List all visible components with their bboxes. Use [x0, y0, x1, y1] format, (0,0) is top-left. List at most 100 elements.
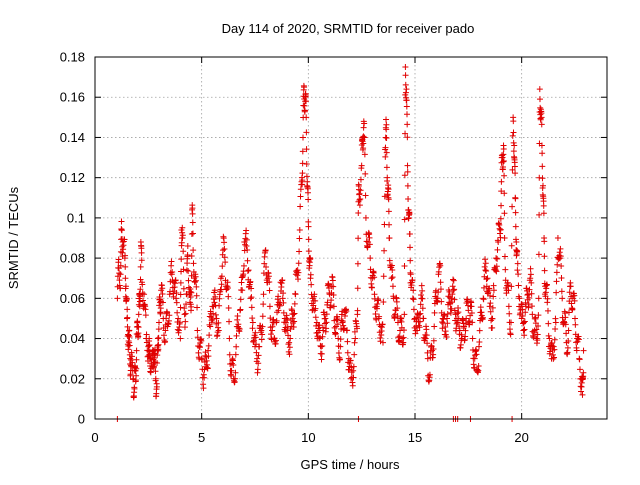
data-point	[167, 269, 174, 276]
data-point	[519, 313, 526, 320]
data-point	[552, 319, 559, 326]
data-point	[188, 289, 195, 296]
data-point	[527, 275, 534, 282]
data-point	[498, 188, 505, 195]
data-point	[337, 336, 344, 343]
data-point	[245, 267, 252, 274]
data-point	[444, 320, 451, 327]
data-point	[295, 276, 302, 283]
data-point	[318, 356, 325, 363]
data-point	[180, 285, 187, 292]
data-point	[483, 268, 490, 275]
data-point	[545, 332, 552, 339]
data-point	[184, 251, 191, 258]
data-point	[303, 98, 310, 105]
data-point	[162, 338, 169, 345]
data-point	[393, 298, 400, 305]
data-point	[121, 236, 128, 243]
data-point	[305, 223, 312, 230]
data-point	[540, 202, 547, 209]
data-point	[327, 302, 334, 309]
data-point	[578, 388, 585, 395]
data-point	[357, 195, 364, 202]
data-point	[189, 210, 196, 217]
data-point	[302, 93, 309, 100]
data-point	[540, 210, 547, 217]
data-point	[154, 342, 161, 349]
data-point	[462, 327, 469, 334]
data-point	[212, 311, 219, 318]
data-point	[305, 236, 312, 243]
data-point	[322, 315, 329, 322]
data-point	[526, 286, 533, 293]
data-point	[133, 356, 140, 363]
data-point	[177, 304, 184, 311]
data-point	[454, 319, 461, 326]
data-point	[175, 315, 182, 322]
data-point	[126, 327, 133, 334]
data-point	[122, 283, 129, 290]
data-point	[312, 314, 319, 321]
data-point	[351, 339, 358, 346]
data-point	[416, 318, 423, 325]
data-point	[538, 121, 545, 128]
data-point	[383, 164, 390, 171]
data-point	[402, 64, 409, 71]
data-point	[515, 282, 522, 289]
data-point	[177, 291, 184, 298]
data-point	[500, 158, 507, 165]
x-tick-label: 15	[408, 430, 422, 445]
data-point	[222, 259, 229, 266]
data-point	[260, 291, 267, 298]
data-point	[511, 142, 518, 149]
data-point	[554, 235, 561, 241]
x-tick-label: 0	[91, 430, 98, 445]
data-point	[247, 278, 254, 285]
data-point	[330, 303, 337, 310]
data-point	[305, 248, 312, 255]
data-point	[492, 267, 499, 274]
data-point	[553, 269, 560, 276]
data-point	[324, 299, 331, 306]
data-point	[501, 253, 508, 260]
data-point	[407, 244, 414, 251]
data-point	[462, 333, 469, 340]
data-point	[356, 202, 363, 209]
data-point	[343, 308, 350, 315]
data-point	[480, 296, 487, 303]
data-point	[296, 235, 303, 242]
data-point	[263, 263, 270, 270]
data-point	[562, 321, 569, 328]
data-point	[449, 291, 456, 298]
data-point	[137, 276, 144, 283]
data-point	[124, 306, 131, 313]
data-point	[337, 343, 344, 350]
data-point	[439, 325, 446, 332]
data-point	[248, 285, 255, 292]
data-point	[448, 305, 455, 312]
data-point	[533, 326, 540, 333]
data-point	[254, 355, 261, 362]
data-point	[232, 369, 239, 376]
data-point	[181, 305, 188, 312]
data-point	[389, 274, 396, 281]
data-point	[323, 325, 330, 332]
data-point	[424, 340, 431, 347]
data-point	[211, 287, 218, 294]
data-point	[447, 309, 454, 316]
data-point	[463, 315, 470, 322]
data-point	[494, 255, 501, 262]
data-point	[557, 245, 564, 252]
data-point	[323, 319, 330, 326]
data-point	[143, 331, 150, 338]
data-point	[357, 176, 364, 183]
data-point	[576, 366, 583, 373]
data-point	[376, 313, 383, 320]
data-point	[450, 277, 457, 284]
data-point	[546, 335, 553, 342]
data-point	[159, 291, 166, 298]
data-point	[185, 277, 192, 284]
data-point	[255, 352, 262, 359]
data-point	[194, 327, 201, 334]
data-point	[192, 277, 199, 284]
